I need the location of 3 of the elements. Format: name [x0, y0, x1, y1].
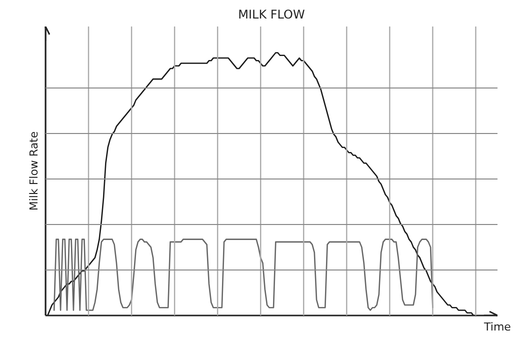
chart-title: MILK FLOW — [238, 8, 305, 22]
y-axis-title: Milk Flow Rate — [28, 131, 40, 211]
x-axis-title: Time — [483, 320, 512, 334]
